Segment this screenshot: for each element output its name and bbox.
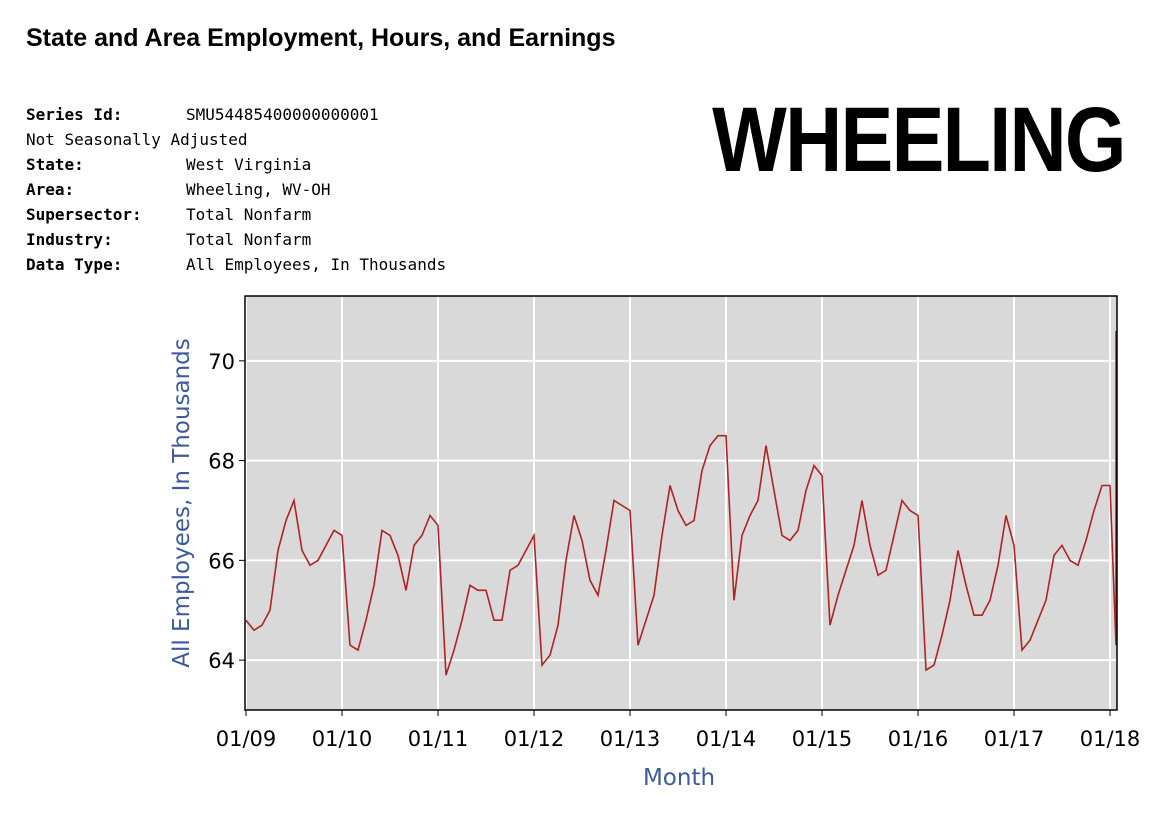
- x-tick-label: 01/17: [984, 727, 1045, 751]
- x-tick-label: 01/18: [1080, 727, 1141, 751]
- state-value: West Virginia: [186, 155, 312, 174]
- x-tick-label: 01/13: [600, 727, 661, 751]
- x-axis-ticks: 01/09 01/10 01/11 01/12 01/13 01/14 01/15 01/16…: [216, 710, 1141, 751]
- y-tick-label: 64: [208, 649, 235, 673]
- y-axis-label: All Employees, In Thousands: [169, 338, 195, 668]
- supersector-label: Supersector:: [26, 205, 142, 224]
- x-tick-label: 01/16: [888, 727, 949, 751]
- series-id-value: SMU54485400000000001: [186, 105, 379, 124]
- supersector-row: Supersector: Total Nonfarm: [26, 202, 446, 227]
- x-tick-label: 01/12: [504, 727, 565, 751]
- x-tick-label: 01/11: [408, 727, 469, 751]
- industry-row: Industry: Total Nonfarm: [26, 227, 446, 252]
- x-tick-label: 01/14: [696, 727, 757, 751]
- series-line: [245, 330, 1117, 676]
- wheeling-overlay-label: WHEELING: [712, 89, 1126, 191]
- x-tick-label: 01/10: [312, 727, 373, 751]
- data-type-label: Data Type:: [26, 255, 123, 274]
- y-tick-label: 66: [208, 549, 235, 573]
- adjustment-text: Not Seasonally Adjusted: [26, 130, 248, 149]
- series-id-row: Series Id: SMU54485400000000001: [26, 102, 446, 127]
- data-type-row: Data Type: All Employees, In Thousands: [26, 252, 446, 277]
- series-info: Series Id: SMU54485400000000001 Not Seas…: [26, 102, 446, 277]
- y-tick-label: 68: [208, 450, 235, 474]
- series-id-label: Series Id:: [26, 105, 123, 124]
- area-row: Area: Wheeling, WV-OH: [26, 177, 446, 202]
- adjustment-row: Not Seasonally Adjusted: [26, 127, 446, 152]
- y-tick-label: 70: [208, 350, 235, 374]
- x-tick-label: 01/09: [216, 727, 277, 751]
- plot-background: [245, 296, 1117, 710]
- page-title: State and Area Employment, Hours, and Ea…: [26, 24, 616, 52]
- state-label: State:: [26, 155, 84, 174]
- x-axis-label: Month: [643, 765, 715, 791]
- area-value: Wheeling, WV-OH: [186, 180, 331, 199]
- area-label: Area:: [26, 180, 75, 199]
- industry-label: Industry:: [26, 230, 113, 249]
- data-type-value: All Employees, In Thousands: [186, 255, 447, 274]
- x-tick-label: 01/15: [792, 727, 853, 751]
- state-row: State: West Virginia: [26, 152, 446, 177]
- plot-frame: [244, 295, 1118, 711]
- supersector-value: Total Nonfarm: [186, 205, 312, 224]
- y-axis-ticks: 64 66 68 70: [208, 350, 245, 673]
- grid-lines: [245, 296, 1117, 710]
- industry-value: Total Nonfarm: [186, 230, 312, 249]
